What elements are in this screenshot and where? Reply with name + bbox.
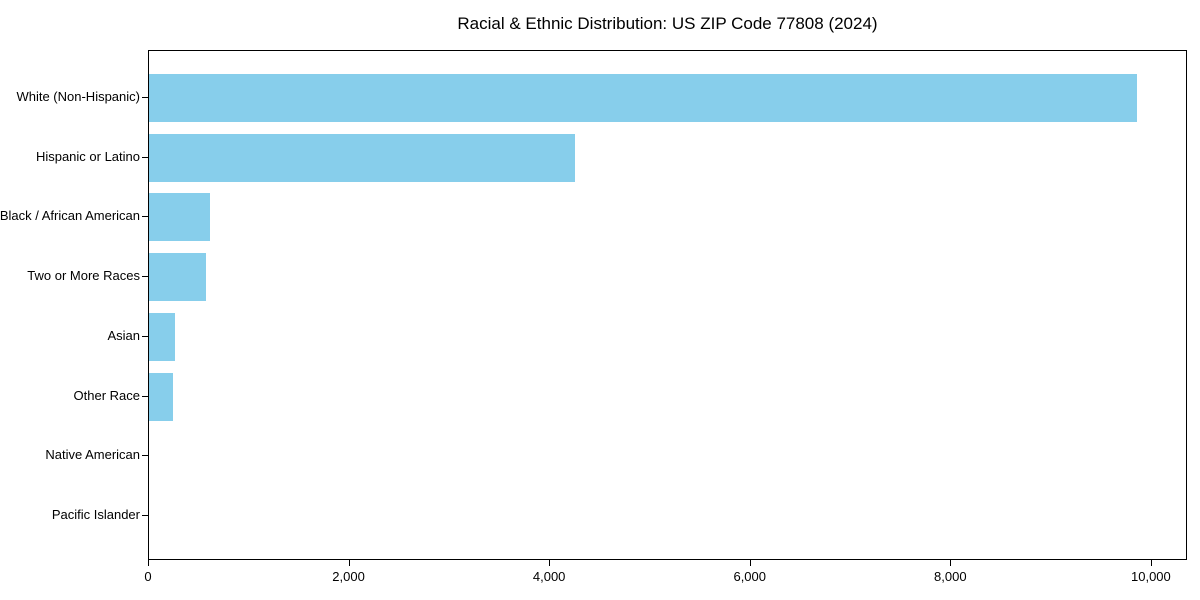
x-tick-10000	[1150, 560, 1152, 566]
x-tick-label-4000: 4,000	[532, 569, 566, 584]
x-tick-0	[148, 560, 149, 566]
x-tick-label-2000: 2,000	[332, 569, 365, 584]
y-tick-other-race	[142, 395, 148, 397]
x-tick-2000	[348, 560, 350, 566]
x-tick-6000	[749, 560, 751, 566]
plot-area	[148, 50, 1187, 560]
y-tick-asian	[142, 335, 148, 337]
bar-hispanic-or-latino	[149, 133, 576, 182]
x-tick-label-6000: 6,000	[733, 569, 767, 584]
x-tick-4000	[549, 560, 551, 566]
x-tick-label-10000: 10,000	[1131, 569, 1171, 584]
chart-title: Racial & Ethnic Distribution: US ZIP Cod…	[457, 14, 878, 33]
y-axis-label-native-american: Native American	[45, 447, 140, 463]
y-tick-black-african-american	[142, 216, 148, 218]
y-tick-native-american	[142, 455, 148, 457]
y-axis-label-other-race: Other Race	[73, 387, 140, 403]
bar-white-non-hispanic	[149, 73, 1137, 122]
y-axis-label-white-non-hispanic: White (Non-Hispanic)	[16, 88, 140, 104]
x-tick-8000	[950, 560, 952, 566]
x-tick-label-0: 0	[144, 569, 152, 584]
bar-other-race	[149, 372, 173, 421]
y-axis-label-pacific-islander: Pacific Islander	[51, 507, 140, 523]
y-tick-two-or-more-races	[142, 276, 148, 278]
x-tick-label-8000: 8,000	[934, 569, 967, 584]
y-axis-label-hispanic-or-latino: Hispanic or Latino	[35, 148, 140, 164]
y-tick-hispanic-or-latino	[142, 156, 148, 158]
y-axis-label-black-african-american: Black / African American	[0, 208, 140, 224]
bar-black-african-american	[149, 193, 210, 242]
bar-asian	[149, 312, 176, 361]
bar-two-or-more-races	[149, 253, 207, 302]
y-axis-label-asian: Asian	[107, 327, 140, 343]
y-tick-white-non-hispanic	[142, 96, 148, 98]
y-axis-label-two-or-more-races: Two or More Races	[27, 268, 140, 284]
y-tick-pacific-islander	[142, 515, 148, 517]
